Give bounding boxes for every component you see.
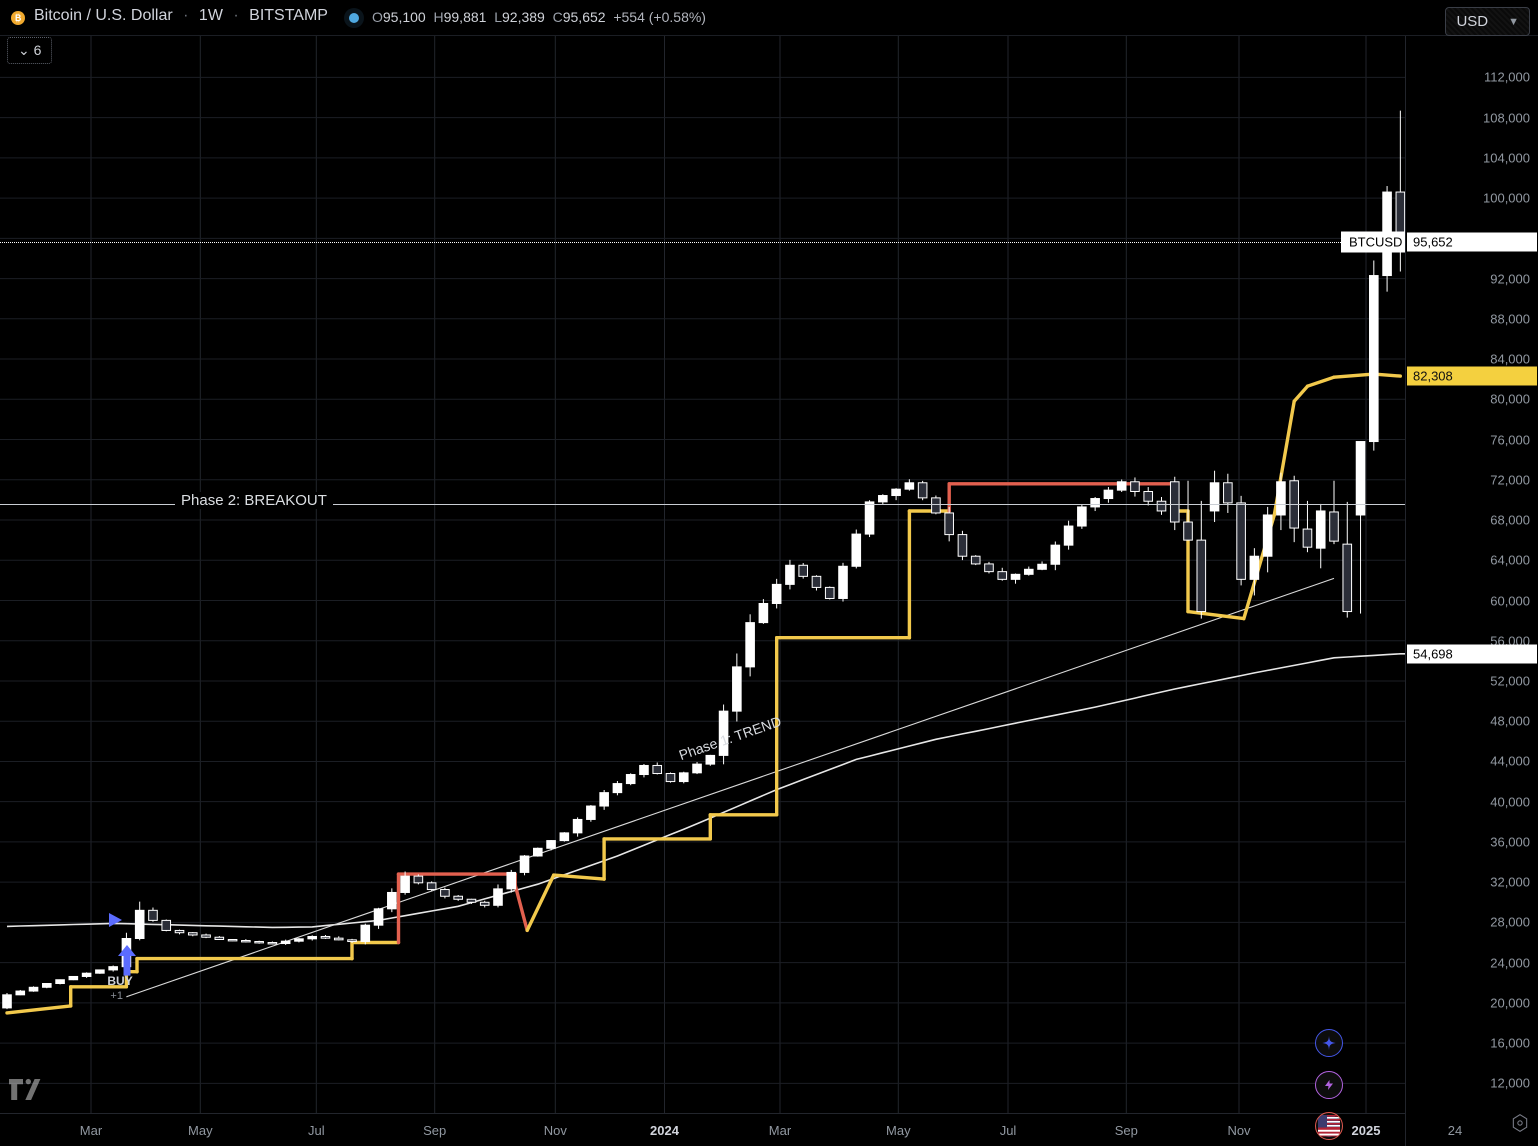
- svg-text:B: B: [15, 13, 21, 23]
